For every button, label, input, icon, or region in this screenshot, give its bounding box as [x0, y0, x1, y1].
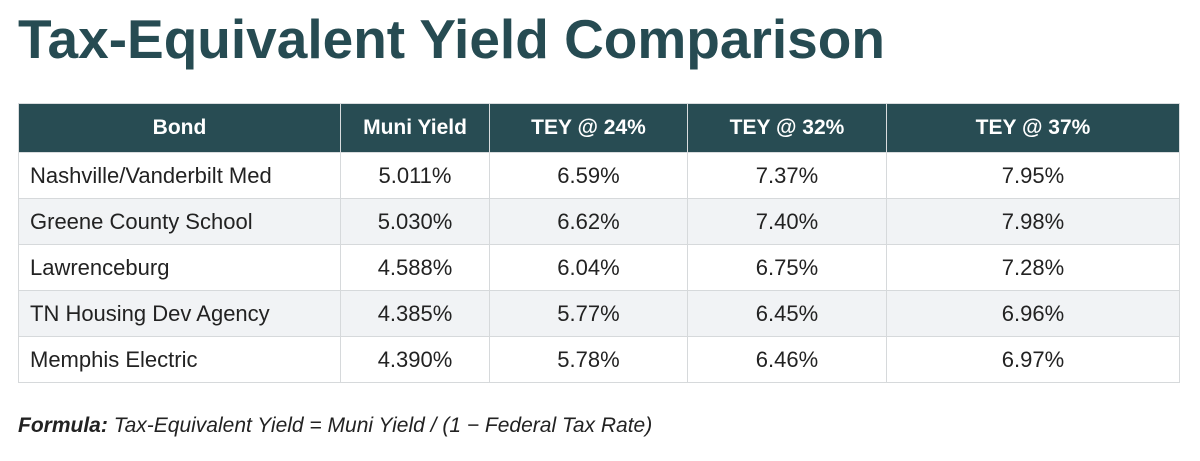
cell-muni-yield: 4.390%	[340, 336, 490, 383]
cell-tey-32: 7.40%	[687, 198, 887, 245]
yield-comparison-table-container: Bond Muni Yield TEY @ 24% TEY @ 32% TEY …	[18, 103, 1180, 383]
cell-tey-37: 7.95%	[886, 152, 1180, 199]
cell-bond: TN Housing Dev Agency	[18, 290, 341, 337]
table-row: Memphis Electric 4.390% 5.78% 6.46% 6.97…	[18, 336, 1180, 383]
cell-muni-yield: 4.385%	[340, 290, 490, 337]
cell-muni-yield: 5.011%	[340, 152, 490, 199]
cell-bond: Memphis Electric	[18, 336, 341, 383]
cell-bond: Nashville/Vanderbilt Med	[18, 152, 341, 199]
column-header-tey-37: TEY @ 37%	[886, 103, 1180, 153]
table-row: Lawrenceburg 4.588% 6.04% 6.75% 7.28%	[18, 244, 1180, 291]
cell-tey-32: 6.75%	[687, 244, 887, 291]
cell-muni-yield: 5.030%	[340, 198, 490, 245]
cell-tey-37: 6.97%	[886, 336, 1180, 383]
cell-muni-yield: 4.588%	[340, 244, 490, 291]
column-header-bond: Bond	[18, 103, 341, 153]
cell-tey-32: 7.37%	[687, 152, 887, 199]
table-row: Nashville/Vanderbilt Med 5.011% 6.59% 7.…	[18, 152, 1180, 199]
formula-text: Tax-Equivalent Yield = Muni Yield / (1 −…	[113, 414, 653, 437]
cell-tey-37: 6.96%	[886, 290, 1180, 337]
cell-bond: Lawrenceburg	[18, 244, 341, 291]
cell-tey-24: 5.77%	[489, 290, 688, 337]
column-header-tey-32: TEY @ 32%	[687, 103, 887, 153]
cell-tey-32: 6.45%	[687, 290, 887, 337]
formula-label: Formula:	[18, 414, 108, 437]
table-row: TN Housing Dev Agency 4.385% 5.77% 6.45%…	[18, 290, 1180, 337]
formula-note: Formula: Tax-Equivalent Yield = Muni Yie…	[18, 414, 652, 438]
page-title: Tax-Equivalent Yield Comparison	[18, 8, 885, 70]
cell-tey-37: 7.28%	[886, 244, 1180, 291]
cell-tey-24: 6.04%	[489, 244, 688, 291]
cell-bond: Greene County School	[18, 198, 341, 245]
table-row: Greene County School 5.030% 6.62% 7.40% …	[18, 198, 1180, 245]
cell-tey-24: 6.62%	[489, 198, 688, 245]
table-header-row: Bond Muni Yield TEY @ 24% TEY @ 32% TEY …	[18, 103, 1180, 153]
cell-tey-37: 7.98%	[886, 198, 1180, 245]
cell-tey-24: 6.59%	[489, 152, 688, 199]
column-header-muni-yield: Muni Yield	[340, 103, 490, 153]
column-header-tey-24: TEY @ 24%	[489, 103, 688, 153]
cell-tey-32: 6.46%	[687, 336, 887, 383]
yield-comparison-table: Bond Muni Yield TEY @ 24% TEY @ 32% TEY …	[18, 103, 1180, 383]
cell-tey-24: 5.78%	[489, 336, 688, 383]
